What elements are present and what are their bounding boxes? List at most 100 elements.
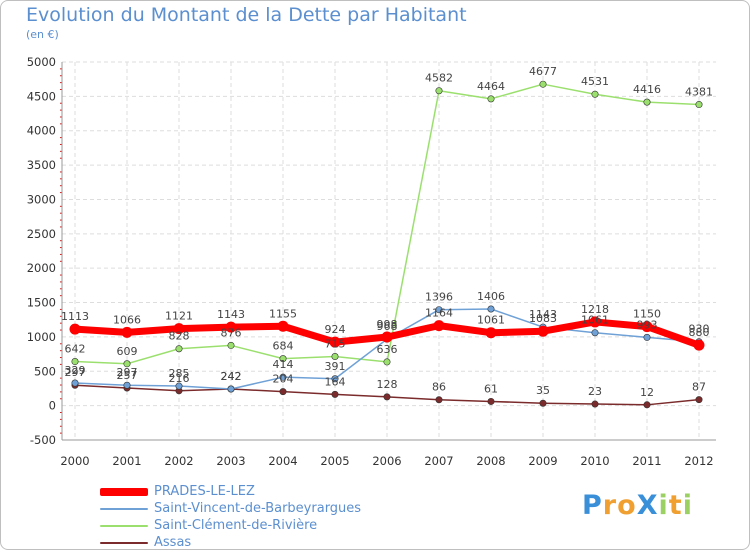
y-tick-label: 500: [34, 364, 56, 378]
data-point: [123, 360, 131, 368]
data-point: [329, 336, 341, 348]
data-label: 1164: [425, 307, 453, 320]
data-label: 968: [377, 320, 398, 333]
y-tick-label: 3000: [27, 192, 56, 206]
data-label: 4582: [425, 72, 453, 85]
data-label: 1061: [477, 314, 505, 327]
data-label: 1218: [581, 303, 609, 316]
data-point: [695, 101, 703, 109]
y-tick-label: 2000: [27, 261, 56, 275]
data-label: 993: [637, 318, 658, 331]
data-point: [693, 339, 705, 351]
logo-letter: o: [617, 490, 637, 521]
data-label: 1121: [165, 310, 193, 323]
data-label: 242: [221, 370, 242, 383]
x-tick-label: 2005: [320, 454, 349, 468]
data-point: [175, 382, 183, 390]
data-label: 828: [169, 330, 190, 343]
x-tick-label: 2002: [164, 454, 193, 468]
x-tick-label: 2007: [424, 454, 453, 468]
data-label: 414: [273, 358, 294, 371]
data-point: [485, 327, 497, 339]
data-point: [71, 379, 79, 387]
y-tick-label: 3500: [27, 158, 56, 172]
x-tick-label: 2001: [112, 454, 141, 468]
data-label: 216: [169, 372, 190, 385]
data-point: [279, 355, 287, 363]
data-label: 391: [325, 360, 346, 373]
data-point: [643, 333, 651, 341]
data-label: 61: [484, 382, 498, 395]
logo-letter: r: [602, 490, 618, 521]
data-point: [643, 98, 651, 106]
legend: PRADES-LE-LEZ Saint-Vincent-de-Barbeyrarg…: [100, 484, 420, 552]
data-label: 257: [117, 369, 138, 382]
data-point: [227, 341, 235, 349]
data-label: 329: [65, 364, 86, 377]
data-point: [279, 388, 287, 396]
data-label: 12: [640, 386, 654, 399]
legend-label: Saint-Vincent-de-Barbeyrargues: [154, 501, 362, 516]
legend-swatch: [100, 488, 148, 496]
data-point: [175, 345, 183, 353]
data-point: [591, 400, 599, 408]
x-tick-label: 2011: [632, 454, 661, 468]
y-tick-label: 2500: [27, 227, 56, 241]
data-point: [487, 95, 495, 103]
data-label: 1143: [217, 308, 245, 321]
data-point: [331, 352, 339, 360]
x-tick-label: 2012: [684, 454, 713, 468]
legend-swatch: [100, 542, 148, 544]
data-point: [173, 323, 185, 335]
data-label: 164: [325, 375, 346, 388]
data-label: 35: [536, 384, 550, 397]
plot-area: [62, 62, 716, 440]
data-point: [695, 396, 703, 404]
data-label: 998: [377, 318, 398, 331]
data-label: 715: [325, 337, 346, 350]
data-label: 4531: [581, 75, 609, 88]
data-label: 684: [273, 340, 294, 353]
data-point: [225, 321, 237, 333]
logo-letter: t: [668, 490, 683, 521]
x-tick-label: 2003: [216, 454, 245, 468]
data-point: [69, 323, 81, 335]
data-label: 4464: [477, 80, 505, 93]
legend-swatch: [100, 525, 148, 527]
data-point: [331, 390, 339, 398]
data-point: [435, 87, 443, 95]
logo-letter: P: [582, 490, 603, 521]
data-label: 642: [65, 343, 86, 356]
legend-item: PRADES-LE-LEZ: [100, 484, 420, 501]
data-point: [121, 326, 133, 338]
data-label: 1143: [529, 308, 557, 321]
data-label: 23: [588, 385, 602, 398]
data-point: [381, 331, 393, 343]
data-label: 86: [432, 381, 446, 394]
data-point: [433, 320, 445, 332]
data-point: [641, 321, 653, 333]
data-point: [537, 325, 549, 337]
y-tick-label: 1500: [27, 296, 56, 310]
data-label: 1155: [269, 307, 297, 320]
data-point: [435, 306, 443, 314]
y-tick-label: 4000: [27, 124, 56, 138]
data-point: [227, 385, 235, 393]
logo-letter: i: [682, 490, 693, 521]
data-label: 4381: [685, 86, 713, 99]
data-point: [383, 393, 391, 401]
data-label: 297: [117, 366, 138, 379]
data-label: 1406: [477, 290, 505, 303]
data-label: 876: [221, 326, 242, 339]
logo-letter: X: [636, 490, 659, 521]
chart-subtitle: (en €): [26, 28, 59, 41]
data-label: 128: [377, 378, 398, 391]
data-point: [279, 373, 287, 381]
data-point: [277, 320, 289, 332]
legend-item: Assas: [100, 535, 420, 552]
y-tick-label: -500: [30, 433, 56, 447]
x-tick-label: 2000: [60, 454, 89, 468]
data-label: 1061: [581, 314, 609, 327]
data-label: 1083: [529, 312, 557, 325]
legend-item: Saint-Vincent-de-Barbeyrargues: [100, 501, 420, 518]
